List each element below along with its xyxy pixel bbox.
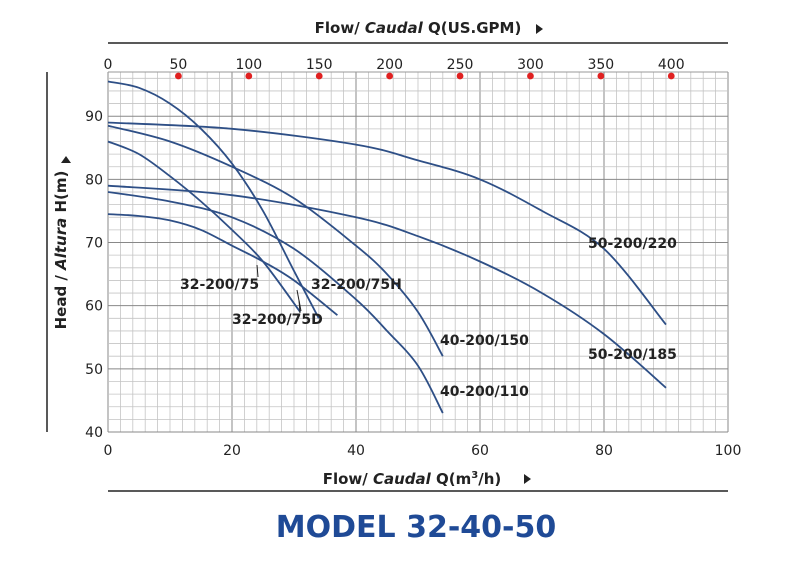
- curve-50-200-220: [107, 121, 667, 326]
- tick-labels: 0 20 40 60 80 100 40 50 60 70 80 90 0 50 100 150 200 250 3…: [85, 57, 741, 459]
- x-tick-label: 100: [715, 443, 742, 459]
- x-axis-title: Flow/ Caudal Q(m3/h): [323, 470, 502, 488]
- x-tick-label: 20: [223, 443, 241, 459]
- y-tick-label: 70: [85, 236, 103, 252]
- x-tick-label: 40: [347, 443, 365, 459]
- curve-label-50-200-220: 50-200/220: [588, 236, 677, 252]
- gpm-tick-marker: [667, 72, 675, 80]
- curve-40-200-110: [107, 191, 444, 414]
- y-tick-label: 60: [85, 299, 103, 315]
- gpm-tick-marker: [386, 72, 394, 80]
- top-tick-label: 50: [169, 57, 187, 73]
- top-axis-title: Flow/ Caudal Q(US.GPM): [315, 19, 522, 37]
- curve-label-50-200-185: 50-200/185: [588, 347, 677, 363]
- y-tick-label: 90: [85, 109, 103, 125]
- y-axis-title: Head / Altura H(m): [52, 171, 70, 330]
- label-leader-line: [296, 289, 302, 312]
- y-axis-arrow-icon: [61, 156, 71, 163]
- curve-label-32-200-75H: 32-200/75H: [311, 277, 402, 293]
- curve-40-200-150: [107, 124, 444, 357]
- gpm-tick-marker: [597, 72, 605, 80]
- top-tick-label: 200: [376, 57, 403, 73]
- x-axis-arrow-icon: [524, 474, 531, 484]
- x-tick-label: 0: [104, 443, 113, 459]
- gpm-tick-marker: [456, 72, 464, 80]
- x-tick-label: 60: [471, 443, 489, 459]
- top-tick-label: 100: [235, 57, 262, 73]
- model-title: MODEL 32-40-50: [276, 510, 556, 545]
- curve-label-32-200-75D: 32-200/75D: [232, 312, 323, 328]
- gpm-tick-marker: [175, 72, 182, 80]
- top-tick-label: 150: [306, 57, 333, 73]
- curve-32-200-75D: [107, 80, 320, 319]
- x-tick-label: 80: [595, 443, 613, 459]
- y-tick-label: 50: [85, 362, 103, 378]
- top-tick-label: 350: [587, 57, 614, 73]
- curve-label-40-200-110: 40-200/110: [440, 384, 529, 400]
- top-tick-label: 400: [658, 57, 685, 73]
- gpm-tick-marker: [245, 72, 253, 80]
- top-axis-arrow-icon: [536, 24, 543, 34]
- curve-label-32-200-75: 32-200/75: [180, 277, 259, 293]
- curve-50-200-185: [107, 184, 667, 389]
- gpm-tick-marker: [527, 72, 534, 80]
- gpm-tick-marker: [315, 72, 323, 80]
- top-tick-label: 0: [104, 57, 113, 73]
- curve-32-200-75H: [107, 213, 338, 316]
- y-tick-label: 80: [85, 172, 103, 188]
- top-tick-label: 300: [517, 57, 544, 73]
- y-tick-label: 40: [85, 425, 103, 441]
- curve-label-40-200-150: 40-200/150: [440, 333, 529, 349]
- curves: 32-200/75D 32-200/75 32-200/75H 40-200/110 4…: [107, 80, 677, 414]
- top-tick-label: 250: [447, 57, 474, 73]
- label-leader-line: [256, 264, 259, 278]
